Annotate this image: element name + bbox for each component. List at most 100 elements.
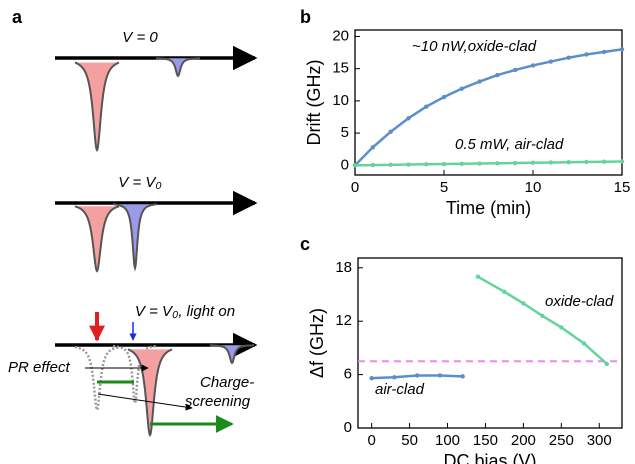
x-tick-label: 50 [401, 432, 418, 449]
data-point [559, 325, 564, 330]
resonance-fill [75, 62, 119, 150]
data-point [602, 49, 607, 55]
y-tick-label: 0 [344, 419, 352, 436]
data-point [584, 159, 589, 165]
y-tick-label: 6 [344, 366, 352, 383]
data-point [441, 161, 447, 167]
series-label: 0.5 mW, air-clad [455, 136, 564, 153]
series-line [477, 275, 608, 365]
data-point [392, 375, 397, 380]
resonance [74, 205, 120, 273]
y-tick-label: 12 [335, 312, 352, 329]
data-point [513, 67, 518, 73]
x-tick-label: 0 [367, 432, 375, 449]
resonance-fill [210, 345, 254, 363]
data-point [530, 160, 536, 165]
data-point [521, 301, 526, 306]
data-point [475, 274, 481, 279]
data-point [513, 160, 518, 166]
y-tick-label: 15 [332, 60, 349, 77]
data-point [581, 341, 587, 346]
resonance [113, 203, 157, 272]
x-axis-label: DC bias (V) [443, 451, 536, 464]
resonance [156, 57, 200, 78]
data-point [495, 72, 500, 78]
data-point [477, 79, 482, 84]
x-tick-label: 15 [614, 179, 631, 196]
x-tick-label: 300 [587, 432, 612, 449]
data-point [459, 86, 464, 91]
data-point [548, 59, 553, 64]
data-point [369, 375, 374, 381]
panel-label: c [300, 234, 310, 254]
x-tick-label: 10 [525, 179, 542, 196]
chart: c 0 50 100 150 200 250 300 0 6 12 18 DC bias (V) Δf (… [300, 234, 623, 464]
data-point [406, 162, 411, 167]
data-point [388, 129, 393, 135]
y-tick-label: 18 [335, 259, 352, 276]
annotation: screening [185, 393, 251, 410]
data-point [619, 47, 625, 52]
data-point [566, 55, 571, 60]
series-label: air-clad [375, 381, 425, 398]
x-tick-label: 150 [473, 432, 498, 449]
resonance-fill [156, 58, 200, 76]
x-tick-label: 250 [549, 432, 574, 449]
data-point [370, 162, 375, 168]
chart: b 0 5 10 15 0 5 10 15 20 Time (min) Drift (GHz) ~10 … [300, 7, 630, 218]
y-axis-label: Drift (GHz) [304, 60, 324, 146]
x-axis-label: Time (min) [446, 198, 531, 218]
pointer [97, 393, 193, 411]
data-point [424, 104, 429, 109]
data-point [388, 162, 393, 168]
annotation: PR effect [8, 359, 71, 376]
state-label: V = V₀, light on [135, 303, 235, 320]
data-point [441, 94, 447, 100]
resonance [210, 344, 254, 365]
panel-label: b [300, 7, 311, 27]
y-tick-label: 10 [332, 92, 349, 109]
plot-frame [357, 257, 623, 429]
data-point [530, 63, 536, 68]
data-point [604, 361, 610, 367]
resonance [74, 345, 120, 413]
schematic: a V = 0 V = V₀ V = V₀, light on PR effec… [8, 7, 254, 410]
data-point [548, 160, 553, 165]
resonance [127, 348, 173, 438]
resonance-fill [128, 349, 172, 435]
plot-frame [354, 29, 623, 176]
data-point [495, 161, 500, 166]
resonance-fill [75, 206, 119, 271]
data-point [437, 373, 443, 378]
series-line [354, 160, 623, 167]
x-tick-label: 0 [351, 179, 359, 196]
state-label: V = V₀ [118, 174, 161, 191]
data-point [406, 116, 411, 121]
data-point [370, 145, 375, 150]
resonance-fill [113, 204, 157, 268]
data-point [460, 374, 465, 379]
series-label: oxide-clad [545, 293, 614, 310]
annotation: Charge- [200, 374, 254, 391]
data-point [566, 160, 571, 165]
x-tick-label: 200 [511, 432, 536, 449]
data-point [619, 159, 625, 164]
data-point [477, 161, 482, 166]
data-point [414, 373, 420, 378]
data-point [602, 159, 607, 164]
data-point [459, 161, 464, 166]
data-point [424, 162, 429, 167]
y-tick-label: 5 [341, 124, 349, 141]
series-line [354, 48, 623, 167]
y-tick-label: 0 [341, 156, 349, 173]
resonance [74, 61, 120, 153]
panel-label: a [12, 7, 23, 27]
x-tick-label: 100 [435, 432, 460, 449]
series-label: ~10 nW,oxide-clad [412, 38, 537, 55]
y-axis-label: Δf (GHz) [307, 308, 327, 378]
data-point [540, 313, 545, 319]
data-point [502, 289, 507, 295]
data-point [352, 163, 358, 168]
x-tick-label: 5 [440, 179, 448, 196]
